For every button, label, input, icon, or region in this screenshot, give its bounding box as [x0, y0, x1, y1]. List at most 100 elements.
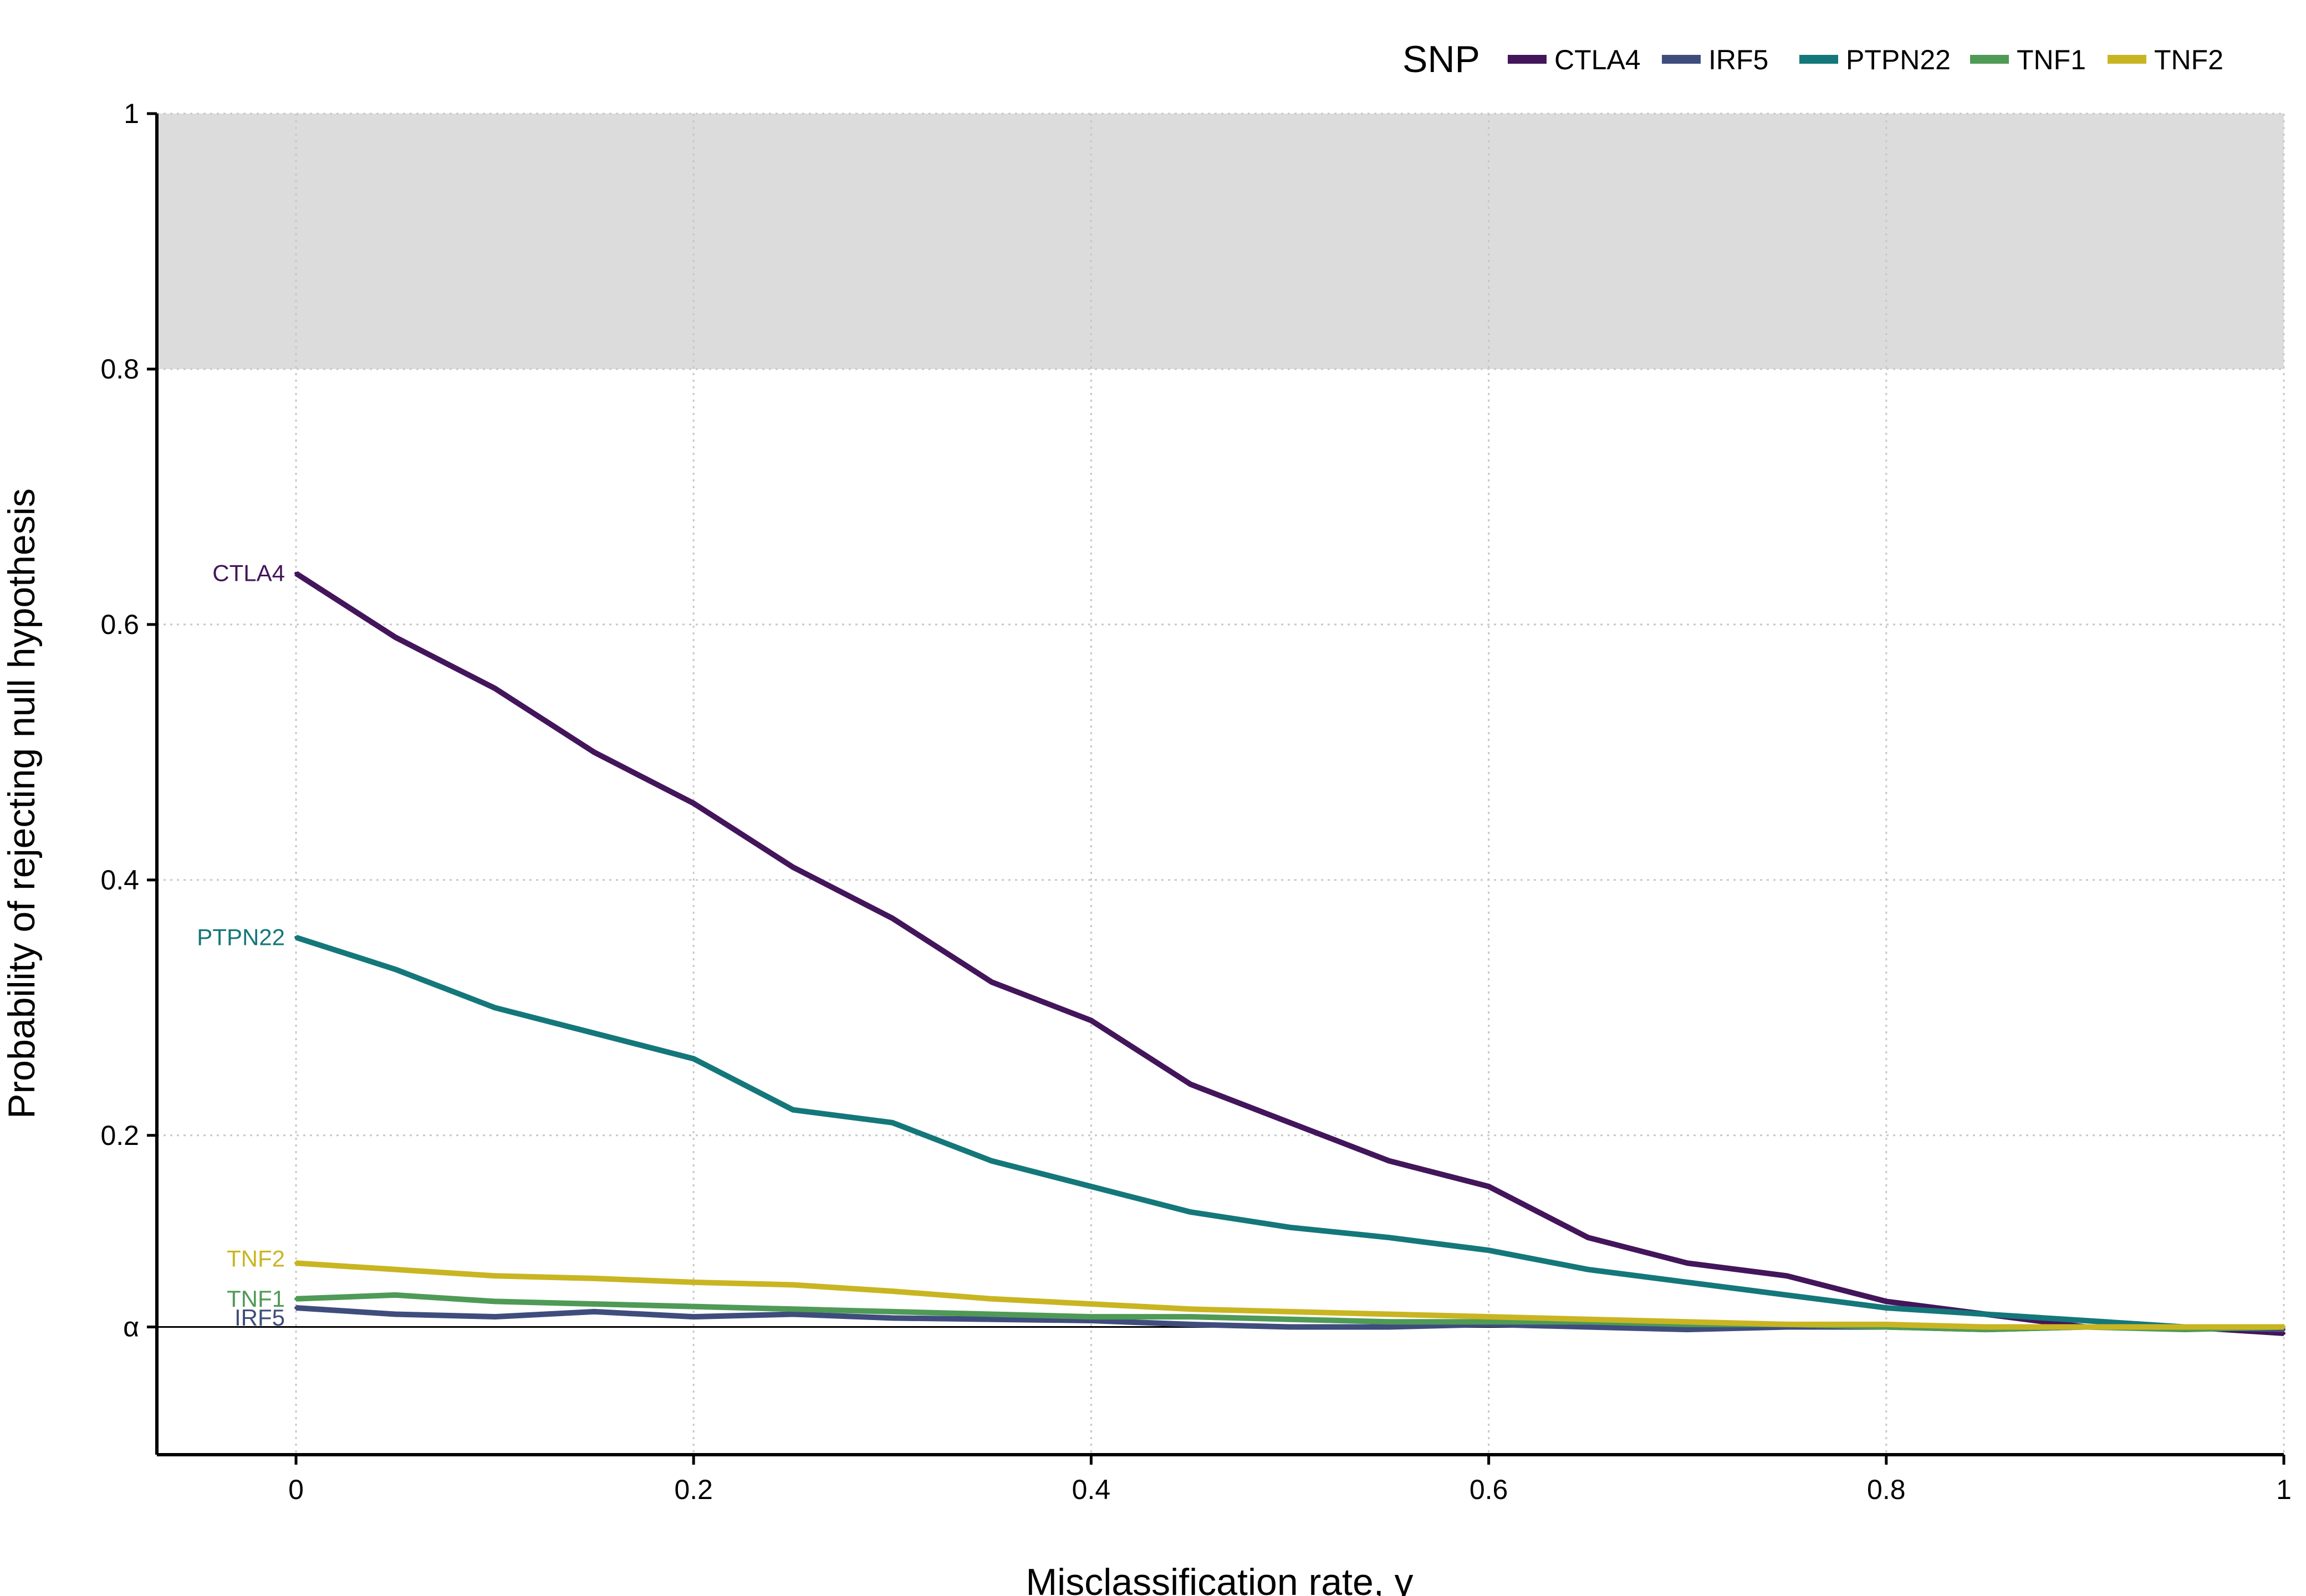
data-point-tnf1 — [1387, 1320, 1391, 1324]
data-point-tnf2 — [791, 1283, 795, 1287]
data-point-ptpn22 — [1089, 1185, 1093, 1188]
data-point-ctla4 — [1785, 1274, 1789, 1278]
data-point-tnf1 — [1487, 1320, 1491, 1324]
data-point-tnf2 — [1288, 1309, 1292, 1313]
data-point-tnf1 — [294, 1297, 298, 1301]
data-point-ptpn22 — [294, 935, 298, 939]
data-point-ptpn22 — [692, 1057, 696, 1061]
data-point-irf5 — [1387, 1325, 1391, 1329]
data-point-tnf2 — [890, 1289, 894, 1293]
data-point-tnf2 — [1785, 1322, 1789, 1326]
data-point-ptpn22 — [1387, 1236, 1391, 1240]
data-point-ptpn22 — [1785, 1293, 1789, 1297]
data-point-tnf2 — [692, 1280, 696, 1284]
data-point-ctla4 — [1089, 1019, 1093, 1022]
data-point-irf5 — [394, 1312, 397, 1316]
x-tick-label: 0 — [288, 1474, 304, 1505]
x-tick-label: 1 — [2276, 1474, 2292, 1505]
legend-label-irf5: IRF5 — [1708, 44, 1768, 75]
data-point-tnf2 — [1188, 1307, 1192, 1311]
x-tick-label: 0.6 — [1470, 1474, 1508, 1505]
series-labels: CTLA4 IRF5 PTPN22 TNF1 TNF2 — [197, 560, 285, 1331]
data-point-irf5 — [990, 1317, 994, 1321]
data-point-tnf2 — [1089, 1302, 1093, 1306]
data-point-ctla4 — [1288, 1121, 1292, 1124]
legend-label-tnf2: TNF2 — [2154, 44, 2223, 75]
data-point-ctla4 — [1686, 1261, 1690, 1265]
data-point-irf5 — [890, 1316, 894, 1320]
data-point-ptpn22 — [1884, 1306, 1888, 1309]
data-point-irf5 — [1686, 1328, 1690, 1332]
data-point-tnf2 — [1686, 1320, 1690, 1324]
data-point-irf5 — [692, 1315, 696, 1319]
data-point-tnf2 — [990, 1297, 994, 1301]
data-point-ctla4 — [990, 980, 994, 984]
data-point-tnf1 — [692, 1305, 696, 1308]
data-point-ctla4 — [294, 571, 298, 575]
data-point-ctla4 — [592, 750, 596, 754]
data-point-ptpn22 — [1984, 1312, 1988, 1316]
data-point-tnf1 — [1288, 1317, 1292, 1321]
data-point-ctla4 — [791, 865, 795, 869]
series-label-ctla4: CTLA4 — [212, 560, 285, 586]
y-tick-label: 1 — [124, 98, 139, 129]
data-point-tnf2 — [394, 1267, 397, 1271]
data-point-ptpn22 — [791, 1108, 795, 1112]
data-point-irf5 — [1188, 1322, 1192, 1326]
data-point-ptpn22 — [2083, 1319, 2087, 1322]
legend-title: SNP — [1402, 38, 1480, 80]
data-point-tnf2 — [1387, 1312, 1391, 1316]
data-point-tnf2 — [493, 1274, 497, 1278]
series-label-tnf1: TNF1 — [227, 1286, 285, 1312]
series-label-ptpn22: PTPN22 — [197, 924, 285, 950]
y-tick-label: 0.2 — [100, 1120, 139, 1151]
shaded-band — [157, 114, 2284, 369]
data-point-ptpn22 — [394, 968, 397, 971]
series-label-irf5: IRF5 — [234, 1305, 285, 1331]
series-label-tnf2: TNF2 — [227, 1245, 285, 1271]
axes: 0 0.2 0.4 0.6 0.8 1 α 0.2 0.4 0.6 0.8 1 — [100, 98, 2291, 1505]
data-point-ptpn22 — [990, 1159, 994, 1163]
y-tick-label: α — [123, 1312, 139, 1343]
data-point-ptpn22 — [1586, 1267, 1590, 1271]
x-tick-label: 0.4 — [1072, 1474, 1111, 1505]
gridlines — [157, 112, 2285, 1455]
data-point-ctla4 — [1387, 1159, 1391, 1163]
data-point-ptpn22 — [1686, 1280, 1690, 1284]
data-point-ctla4 — [1586, 1236, 1590, 1240]
data-point-irf5 — [1288, 1325, 1292, 1329]
data-point-ptpn22 — [1487, 1249, 1491, 1252]
data-point-ctla4 — [1188, 1082, 1192, 1086]
data-point-tnf2 — [2182, 1325, 2186, 1329]
series-lines — [294, 571, 2285, 1336]
data-point-tnf1 — [1188, 1315, 1192, 1319]
data-point-irf5 — [592, 1309, 596, 1313]
data-point-ctla4 — [394, 635, 397, 639]
data-point-irf5 — [1089, 1319, 1093, 1322]
data-point-ctla4 — [890, 917, 894, 920]
data-point-ctla4 — [1884, 1300, 1888, 1303]
data-point-ctla4 — [1487, 1185, 1491, 1188]
data-point-tnf2 — [592, 1276, 596, 1280]
data-point-tnf1 — [791, 1307, 795, 1311]
x-tick-label: 0.8 — [1867, 1474, 1906, 1505]
y-tick-label: 0.6 — [100, 609, 139, 640]
data-point-ctla4 — [2282, 1332, 2285, 1336]
data-point-tnf1 — [990, 1312, 994, 1316]
legend-label-ptpn22: PTPN22 — [1846, 44, 1951, 75]
data-point-irf5 — [493, 1315, 497, 1319]
shaded-band-rect — [157, 114, 2284, 369]
x-tick-label: 0.2 — [674, 1474, 713, 1505]
y-tick-label: 0.4 — [100, 864, 139, 896]
legend: SNP CTLA4 IRF5 PTPN22 TNF1 TNF2 — [1402, 38, 2223, 80]
data-point-tnf2 — [2282, 1325, 2285, 1329]
data-point-tnf2 — [2083, 1325, 2087, 1329]
data-point-tnf1 — [890, 1309, 894, 1313]
data-point-ptpn22 — [493, 1006, 497, 1010]
data-point-irf5 — [294, 1306, 298, 1309]
data-point-ptpn22 — [1188, 1210, 1192, 1214]
data-point-tnf1 — [394, 1293, 397, 1297]
data-point-ctla4 — [493, 687, 497, 690]
data-point-tnf1 — [1089, 1315, 1093, 1319]
